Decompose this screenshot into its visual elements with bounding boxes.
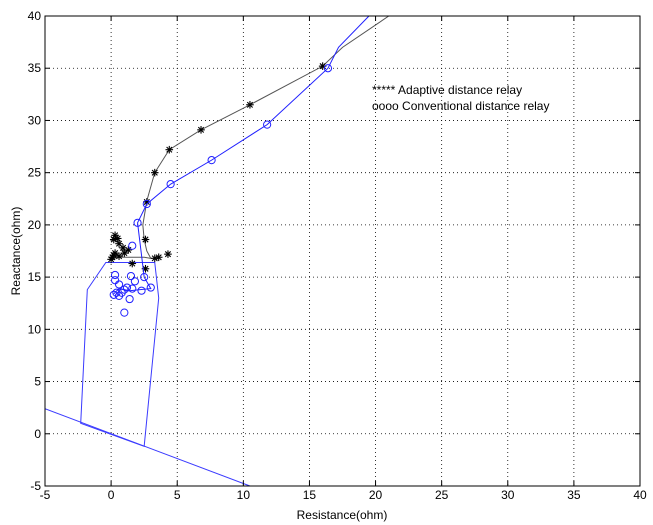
x-tick-label: 30 <box>501 488 515 502</box>
x-tick-label: 25 <box>435 488 449 502</box>
data-point <box>323 64 333 73</box>
data-point <box>137 286 146 295</box>
plot-background <box>45 16 640 486</box>
x-tick-label: 20 <box>369 488 383 502</box>
x-tick-label: 40 <box>633 488 647 502</box>
data-point <box>125 294 134 304</box>
data-point <box>207 156 216 165</box>
x-tick-label: 35 <box>567 488 581 502</box>
data-point <box>120 285 129 294</box>
plot-frame <box>44 15 641 487</box>
data-point <box>154 253 163 262</box>
data-point <box>164 250 172 258</box>
legend-entry-adaptive: ***** Adaptive distance relay <box>372 83 522 97</box>
data-point <box>126 271 136 281</box>
x-tick-label: 15 <box>303 488 317 502</box>
data-point <box>111 249 119 257</box>
data-point <box>111 231 119 240</box>
x-axis-ticks: -5 0 5 10 15 20 25 30 35 40 <box>40 16 647 502</box>
data-point <box>114 280 124 289</box>
data-point <box>115 252 123 261</box>
legend-entry-conventional: oooo Conventional distance relay <box>372 99 549 113</box>
x-axis-title: Resistance(ohm) <box>297 508 388 522</box>
data-point <box>133 218 142 227</box>
x-tick-label: 5 <box>174 488 181 502</box>
y-tick-label: 10 <box>28 322 42 336</box>
data-point <box>122 283 132 292</box>
y-tick-label: 5 <box>34 375 41 389</box>
data-point <box>124 246 133 254</box>
data-point <box>165 145 174 154</box>
y-tick-label: -5 <box>30 479 41 493</box>
series-line <box>113 16 370 295</box>
line-impedance <box>45 408 251 486</box>
relay-zones <box>45 261 251 486</box>
y-axis-ticks: -5 0 5 10 15 20 25 30 35 40 <box>28 9 640 493</box>
y-tick-label: 40 <box>28 9 42 23</box>
data-point <box>166 180 175 189</box>
y-tick-label: 25 <box>28 166 42 180</box>
data-point <box>140 273 149 282</box>
y-tick-label: 0 <box>34 427 41 441</box>
y-axis-title: Reactance(ohm) <box>9 207 23 296</box>
data-point <box>150 168 159 177</box>
series <box>107 16 390 317</box>
data-point <box>109 290 118 299</box>
data-point <box>141 235 150 244</box>
data-point <box>128 241 137 250</box>
data-point <box>246 100 254 109</box>
data-point <box>128 259 137 268</box>
series-adaptive <box>107 16 390 273</box>
x-tick-label: 10 <box>237 488 251 502</box>
data-point <box>142 199 151 209</box>
data-point <box>120 249 129 257</box>
data-point <box>128 284 137 293</box>
x-tick-label: 0 <box>108 488 115 502</box>
y-tick-label: 35 <box>28 61 42 75</box>
data-point <box>263 120 272 129</box>
series-line <box>113 16 390 259</box>
data-point <box>130 277 140 286</box>
data-point <box>110 270 120 280</box>
x-tick-label: -5 <box>40 488 51 502</box>
data-point <box>146 283 155 292</box>
series-conventional <box>109 16 370 317</box>
legend: ***** Adaptive distance relay oooo Conve… <box>372 83 549 113</box>
data-point <box>197 126 205 134</box>
data-point <box>120 308 129 317</box>
y-tick-label: 15 <box>28 270 42 284</box>
data-point <box>113 234 122 243</box>
y-tick-label: 30 <box>28 113 42 127</box>
y-tick-label: 20 <box>28 218 42 232</box>
